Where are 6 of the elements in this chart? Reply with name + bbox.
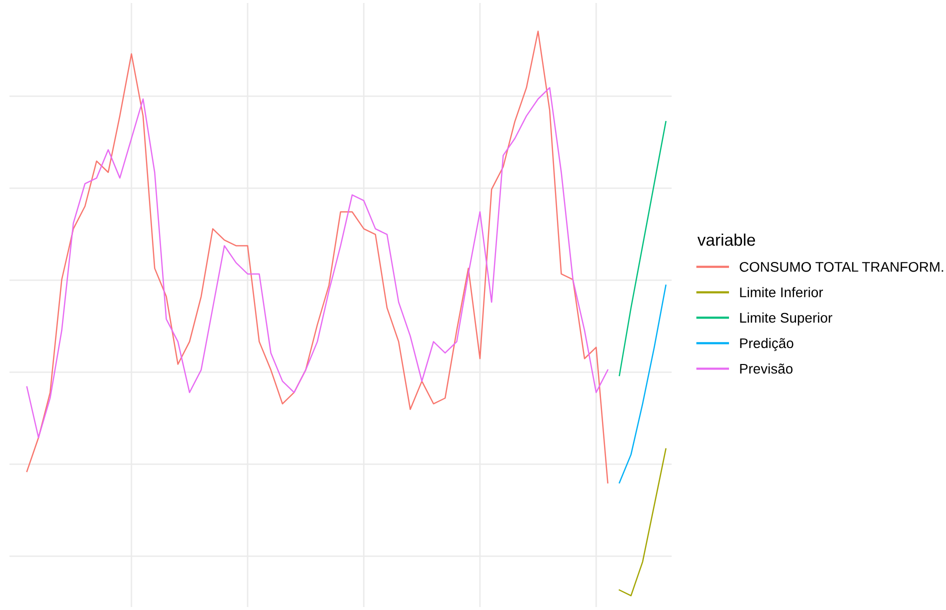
legend-label: Predição (740, 338, 794, 351)
legend-label: Previsão (740, 363, 793, 374)
legend-label: CONSUMO TOTAL TRANFORM. (740, 262, 944, 272)
legend-label: Limite Inferior (740, 287, 823, 298)
legend-label: Limite Superior (740, 312, 832, 326)
legend-title: variable (697, 234, 756, 246)
